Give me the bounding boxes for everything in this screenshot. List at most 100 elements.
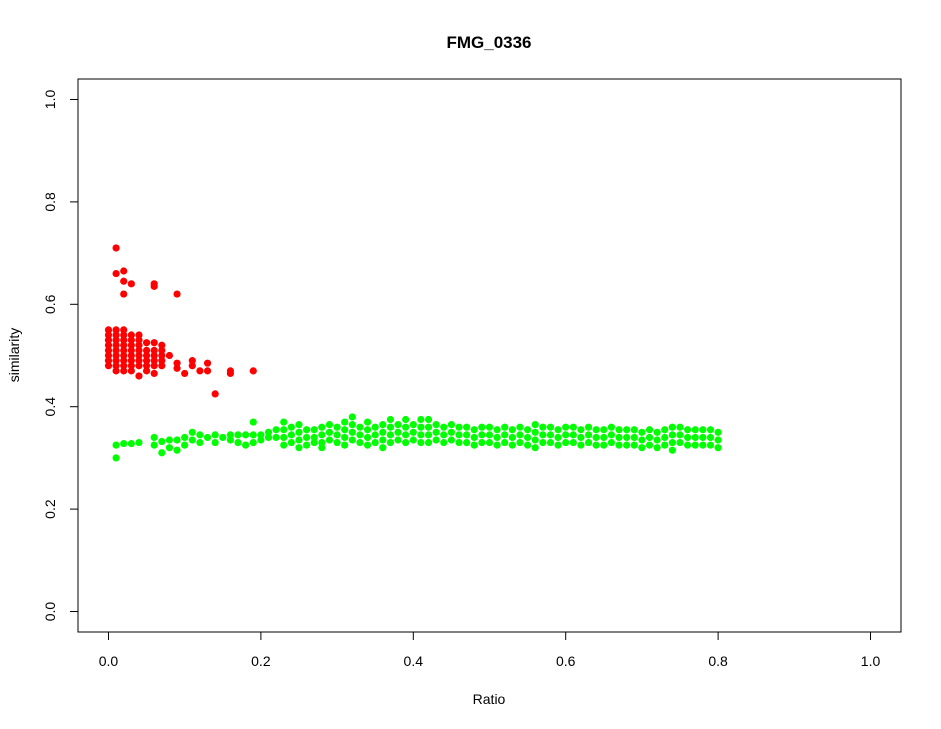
data-point — [173, 364, 181, 372]
data-point — [356, 423, 364, 431]
data-point — [165, 436, 174, 444]
data-point — [325, 436, 334, 444]
data-point — [242, 431, 250, 439]
data-point — [333, 438, 341, 447]
y-tick-label: 0.4 — [42, 397, 58, 417]
x-axis-label: Ratio — [473, 691, 506, 707]
data-point — [440, 423, 448, 431]
data-point — [493, 433, 501, 442]
data-point — [142, 346, 151, 354]
data-point — [135, 351, 143, 360]
data-point — [615, 426, 623, 434]
data-point — [432, 421, 440, 429]
data-point — [135, 346, 143, 354]
data-point — [348, 428, 356, 436]
data-point — [447, 436, 455, 444]
data-point — [150, 357, 158, 365]
data-point — [280, 418, 288, 426]
data-point — [173, 436, 181, 444]
data-point — [386, 423, 395, 431]
x-axis: 0.0 0.2 0.4 0.6 0.8 1.0 — [99, 631, 881, 669]
data-point — [356, 438, 364, 447]
data-point — [630, 433, 638, 442]
data-point — [592, 441, 600, 449]
data-point — [348, 436, 356, 444]
data-point — [196, 367, 204, 375]
data-point — [516, 431, 524, 439]
data-point — [158, 341, 166, 349]
data-point — [607, 431, 616, 439]
x-tick-label: 0.2 — [251, 653, 271, 669]
data-point — [661, 426, 669, 434]
x-tick-label: 0.6 — [556, 653, 576, 669]
y-tick-label: 0.6 — [42, 294, 58, 314]
data-point — [463, 423, 471, 431]
data-point — [394, 436, 402, 444]
data-point — [371, 438, 379, 447]
data-point — [181, 369, 189, 378]
data-point — [303, 441, 311, 449]
data-point — [135, 438, 143, 447]
data-point — [165, 444, 174, 452]
data-point — [158, 437, 166, 446]
data-point — [112, 326, 120, 334]
data-point — [684, 441, 692, 449]
data-point — [607, 438, 616, 447]
data-point — [203, 433, 212, 442]
y-tick-label: 0.2 — [42, 499, 58, 519]
data-point — [645, 426, 654, 434]
data-point — [493, 426, 501, 434]
data-point — [463, 438, 471, 447]
data-point — [325, 428, 334, 436]
data-point — [264, 433, 273, 442]
data-point — [142, 367, 151, 375]
data-point — [104, 346, 113, 354]
data-point — [424, 438, 433, 447]
y-axis: 0.0 0.2 0.4 0.6 0.8 1.0 — [42, 90, 79, 622]
data-point — [242, 441, 250, 449]
data-point — [577, 433, 585, 442]
data-point — [417, 415, 425, 424]
x-tick-label: 1.0 — [861, 653, 881, 669]
data-point — [394, 428, 402, 436]
data-point — [135, 341, 143, 349]
data-point — [394, 421, 402, 429]
data-point — [409, 421, 417, 429]
data-point — [287, 438, 295, 447]
data-point — [135, 336, 143, 344]
data-point — [104, 336, 113, 344]
data-point — [668, 438, 676, 447]
data-point — [173, 446, 181, 454]
data-point — [158, 449, 166, 457]
data-point — [699, 433, 707, 442]
data-point — [348, 413, 356, 421]
data-point — [524, 426, 532, 434]
data-point — [112, 341, 120, 349]
data-point — [120, 331, 128, 339]
data-point — [310, 438, 318, 447]
data-point — [120, 341, 128, 349]
x-tick-label: 0.8 — [708, 653, 728, 669]
data-point — [135, 357, 143, 365]
data-point — [295, 421, 303, 429]
data-point — [379, 444, 387, 452]
data-point — [135, 372, 143, 380]
data-point — [363, 426, 372, 434]
data-point — [424, 423, 433, 431]
data-point — [569, 423, 577, 431]
y-tick-label: 0.0 — [42, 602, 58, 622]
series-1 — [104, 244, 257, 398]
data-point — [600, 426, 608, 434]
data-point — [668, 431, 676, 439]
data-point — [234, 438, 242, 447]
data-point — [546, 423, 555, 431]
data-point — [226, 431, 235, 439]
data-point — [341, 441, 349, 449]
data-point — [120, 326, 128, 334]
data-point — [150, 369, 158, 378]
data-point — [379, 421, 387, 429]
data-point — [135, 331, 143, 339]
data-point — [524, 433, 532, 442]
data-point — [150, 282, 158, 290]
